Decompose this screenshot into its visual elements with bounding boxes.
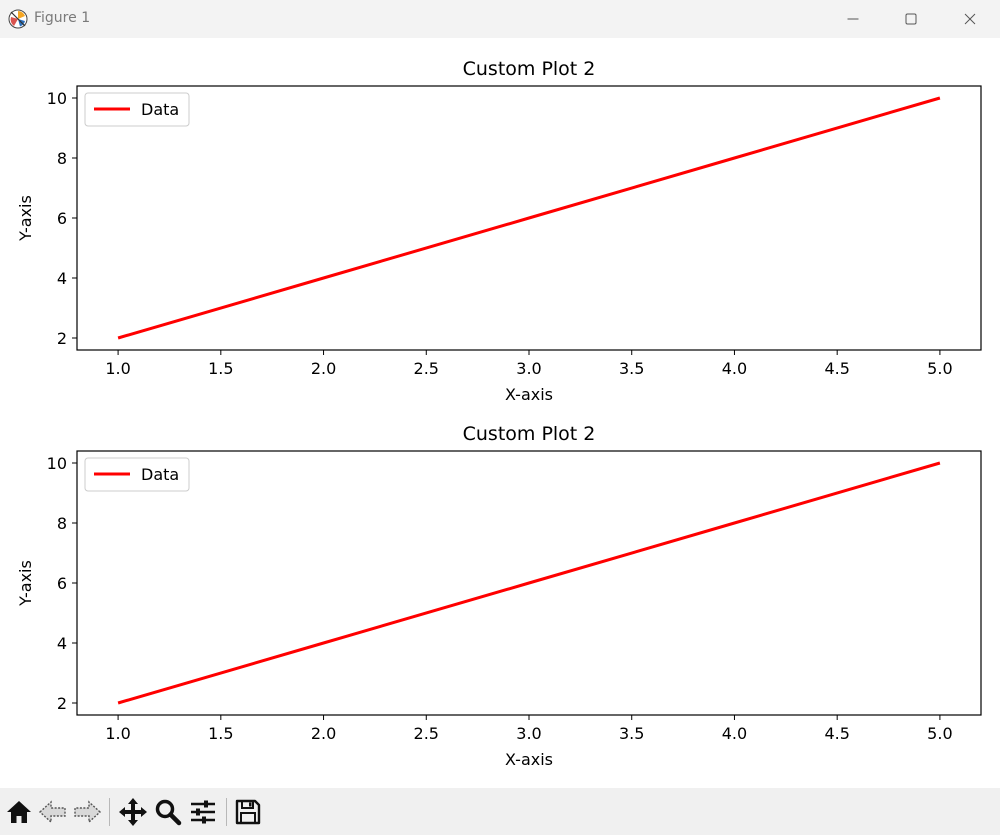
x-tick-label: 5.0	[927, 359, 952, 378]
maximize-button[interactable]	[882, 0, 940, 38]
x-tick-label: 4.0	[722, 724, 747, 743]
minimize-icon	[847, 18, 859, 20]
sliders-icon	[191, 800, 215, 824]
x-tick-label: 3.0	[516, 359, 541, 378]
magnifier-icon	[155, 799, 182, 826]
x-tick-label: 4.5	[824, 724, 849, 743]
legend-box	[84, 92, 190, 127]
x-axis-label: X-axis	[505, 385, 553, 404]
x-tick-label: 3.0	[516, 724, 541, 743]
arrow-left-icon	[38, 800, 66, 824]
y-tick-label: 2	[57, 694, 67, 713]
forward-button[interactable]	[71, 796, 103, 828]
toolbar-separator	[109, 798, 110, 826]
save-button[interactable]	[232, 796, 264, 828]
home-icon	[7, 801, 31, 823]
close-button[interactable]	[941, 0, 999, 38]
zoom-button[interactable]	[152, 796, 184, 828]
x-tick-label: 4.0	[722, 359, 747, 378]
subplot-1: Custom Plot 2 1.0 1.5 2.0 2.5 3.0 3.5 4.0 4.5 5.0…	[16, 58, 982, 404]
toolbar-separator	[226, 798, 227, 826]
window-title: Figure 1	[34, 10, 91, 26]
x-tick-label: 2.0	[311, 724, 336, 743]
x-tick-label: 1.5	[208, 724, 233, 743]
y-tick-label: 10	[47, 89, 67, 108]
figure-canvas[interactable]: Custom Plot 2 1.0 1.5 2.0 2.5 3.0 3.5 4.0 4.5 5.0…	[0, 38, 1000, 788]
back-button[interactable]	[37, 796, 69, 828]
x-tick-label: 1.0	[105, 724, 130, 743]
legend: Data	[84, 92, 190, 127]
move-icon	[119, 798, 147, 826]
window-title-bar: Figure 1	[0, 0, 1000, 38]
legend: Data	[84, 457, 190, 492]
legend-box	[84, 457, 190, 492]
subplot-title: Custom Plot 2	[463, 423, 596, 445]
pan-button[interactable]	[117, 796, 149, 828]
series-line-data	[117, 96, 941, 340]
x-tick-label: 4.5	[824, 359, 849, 378]
home-button[interactable]	[3, 796, 35, 828]
matplotlib-logo-icon	[8, 9, 28, 29]
arrow-right-icon	[74, 800, 102, 824]
figure-svg: Custom Plot 2 1.0 1.5 2.0 2.5 3.0 3.5 4.0 4.5 5.0…	[16, 58, 982, 769]
y-tick-label: 8	[57, 514, 67, 533]
x-tick-label: 2.5	[414, 359, 439, 378]
subplot-2: Custom Plot 2 1.0 1.5 2.0 2.5 3.0 3.5 4.0 4.5 5.0…	[16, 423, 982, 769]
x-tick-label: 1.5	[208, 359, 233, 378]
y-tick-label: 6	[57, 574, 67, 593]
navigation-toolbar	[0, 788, 1000, 835]
y-tick-label: 2	[57, 329, 67, 348]
minimize-button[interactable]	[824, 0, 882, 38]
x-tick-label: 3.5	[619, 359, 644, 378]
y-axis-label: Y-axis	[16, 195, 35, 242]
x-tick-label: 3.5	[619, 724, 644, 743]
y-tick-label: 10	[47, 454, 67, 473]
x-tick-label: 2.5	[414, 724, 439, 743]
x-axis-label: X-axis	[505, 750, 553, 769]
x-tick-label: 5.0	[927, 724, 952, 743]
y-tick-label: 4	[57, 634, 67, 653]
close-icon	[964, 13, 976, 25]
series-line-data	[117, 461, 941, 705]
y-tick-label: 4	[57, 269, 67, 288]
y-tick-label: 8	[57, 149, 67, 168]
configure-subplots-button[interactable]	[187, 796, 219, 828]
y-tick-label: 6	[57, 209, 67, 228]
maximize-icon	[905, 13, 917, 25]
legend-label: Data	[141, 100, 179, 119]
legend-label: Data	[141, 465, 179, 484]
floppy-disk-icon	[235, 799, 261, 825]
subplot-title: Custom Plot 2	[463, 58, 596, 80]
x-tick-label: 1.0	[105, 359, 130, 378]
x-tick-label: 2.0	[311, 359, 336, 378]
y-axis-label: Y-axis	[16, 560, 35, 607]
